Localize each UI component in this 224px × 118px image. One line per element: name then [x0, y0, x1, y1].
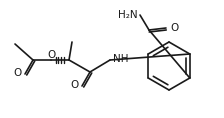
- Text: O: O: [14, 68, 22, 78]
- Text: O: O: [170, 23, 178, 33]
- Text: O: O: [71, 80, 79, 90]
- Text: NH: NH: [113, 54, 129, 64]
- Text: H₂N: H₂N: [118, 10, 138, 20]
- Text: O: O: [47, 50, 55, 60]
